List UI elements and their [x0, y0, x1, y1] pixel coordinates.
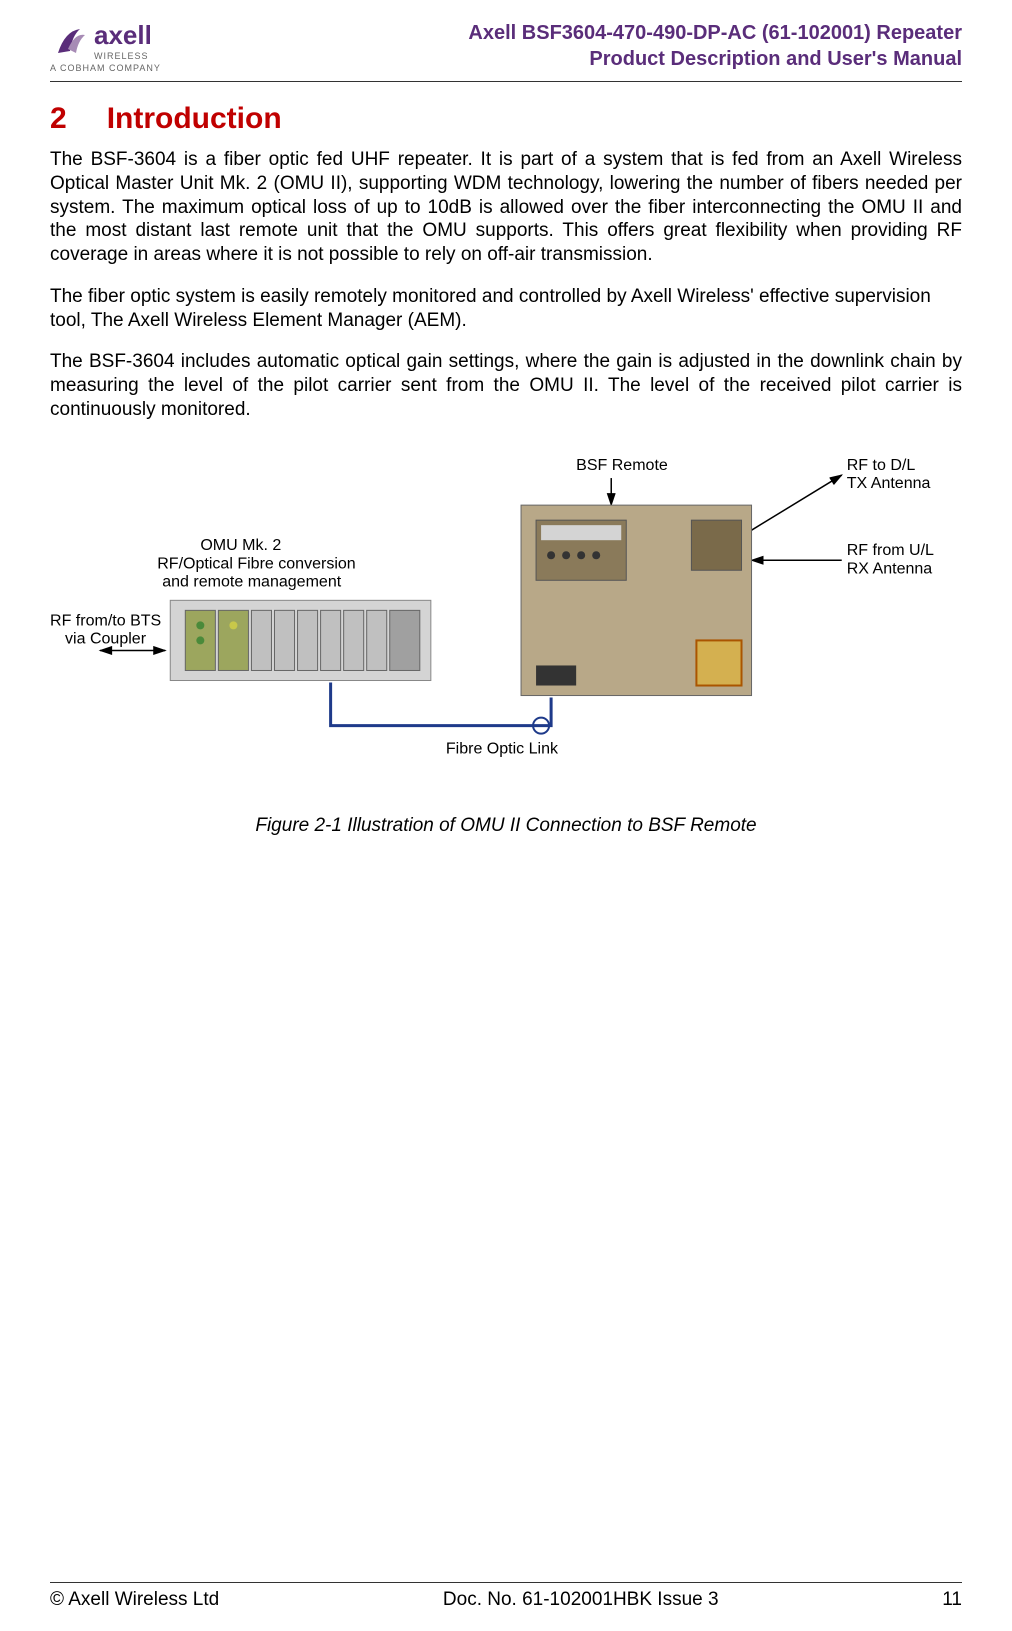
label-rx-antenna: RX Antenna: [847, 559, 933, 577]
label-rf-ul: RF from U/L: [847, 541, 934, 559]
bsf-knob-icon: [562, 551, 570, 559]
logo-company: A COBHAM COMPANY: [50, 63, 161, 73]
footer-left: © Axell Wireless Ltd: [50, 1589, 219, 1611]
port-icon: [229, 621, 237, 629]
port-icon: [196, 621, 204, 629]
logo: axell WIRELESS: [50, 20, 152, 61]
header-title-line1: Axell BSF3604-470-490-DP-AC (61-102001) …: [468, 20, 962, 46]
bsf-knob-icon: [577, 551, 585, 559]
label-bsf-remote: BSF Remote: [576, 456, 668, 474]
label-fibre: Fibre Optic Link: [446, 739, 559, 757]
fibre-link-icon: [331, 682, 551, 725]
logo-brand: axell: [94, 20, 152, 51]
section-number: 2: [50, 102, 67, 136]
bsf-port-icon: [536, 665, 576, 685]
diagram-svg: BSF Remote RF to D/L TX Antenna RF from …: [50, 450, 962, 771]
bsf-module-icon: [691, 520, 741, 570]
figure-diagram: BSF Remote RF to D/L TX Antenna RF from …: [50, 440, 962, 786]
logo-area: axell WIRELESS A COBHAM COMPANY: [50, 20, 161, 73]
label-bts-l1: RF from/to BTS: [50, 611, 161, 629]
page-header: axell WIRELESS A COBHAM COMPANY Axell BS…: [50, 20, 962, 82]
omu-slot-icon: [344, 610, 364, 670]
omu-slot-icon: [274, 610, 294, 670]
label-tx-antenna: TX Antenna: [847, 474, 931, 492]
port-icon: [196, 636, 204, 644]
label-omu-l3: and remote management: [162, 572, 341, 590]
omu-slot-icon: [321, 610, 341, 670]
page-footer: © Axell Wireless Ltd Doc. No. 61-102001H…: [50, 1582, 962, 1611]
logo-icon: [50, 21, 90, 61]
omu-slot-icon: [390, 610, 420, 670]
paragraph-3: The BSF-3604 includes automatic optical …: [50, 350, 962, 421]
omu-slot-icon: [218, 610, 248, 670]
footer-center: Doc. No. 61-102001HBK Issue 3: [443, 1589, 719, 1611]
warning-sticker-icon: [696, 640, 741, 685]
omu-slot-icon: [251, 610, 271, 670]
paragraph-2: The fiber optic system is easily remotel…: [50, 285, 962, 333]
label-omu-l2: RF/Optical Fibre conversion: [157, 554, 355, 572]
omu-slot-icon: [367, 610, 387, 670]
label-rf-dl: RF to D/L: [847, 456, 916, 474]
footer-right: 11: [942, 1589, 962, 1611]
bsf-knob-icon: [592, 551, 600, 559]
logo-wireless: WIRELESS: [94, 51, 152, 61]
header-title-line2: Product Description and User's Manual: [468, 46, 962, 72]
figure-caption: Figure 2-1 Illustration of OMU II Connec…: [50, 815, 962, 837]
header-title: Axell BSF3604-470-490-DP-AC (61-102001) …: [468, 20, 962, 72]
bsf-display-icon: [541, 525, 621, 540]
section-heading: 2 Introduction: [50, 102, 962, 136]
label-omu-l1: OMU Mk. 2: [200, 536, 281, 554]
arrow-dl-icon: [752, 475, 842, 530]
bsf-knob-icon: [547, 551, 555, 559]
section-title: Introduction: [107, 102, 282, 136]
label-bts-l2: via Coupler: [65, 629, 147, 647]
omu-slot-icon: [298, 610, 318, 670]
paragraph-1: The BSF-3604 is a fiber optic fed UHF re…: [50, 148, 962, 267]
